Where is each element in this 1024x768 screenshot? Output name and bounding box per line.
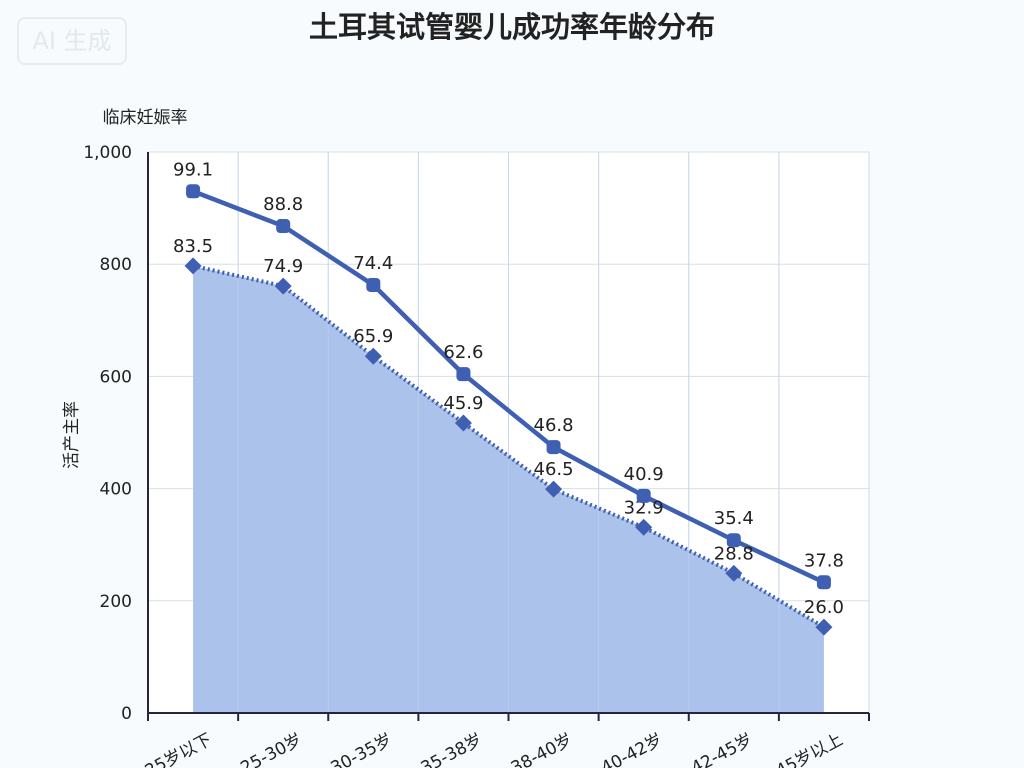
x-tick-label: 38-40岁 (508, 730, 576, 768)
series-1-data-label: 35.4 (714, 508, 754, 529)
ai-generated-watermark: AI 生成 (17, 17, 127, 65)
series-2-marker (815, 618, 833, 636)
x-tick-label: 45岁以上 (773, 730, 847, 768)
y-tick-label: 600 (100, 367, 132, 387)
series-2-marker (274, 277, 292, 295)
series-2-marker (545, 480, 563, 498)
series-1-data-label: 99.1 (173, 159, 213, 180)
x-tick-label: 42-45岁 (688, 730, 756, 768)
y-tick-label: 400 (100, 480, 132, 500)
y-tick-label: 0 (121, 704, 132, 724)
series-1-marker (726, 533, 741, 548)
series-1-data-label: 62.6 (443, 342, 483, 363)
series-1-data-label: 40.9 (624, 464, 664, 485)
y-axis-label: 活产主率 (62, 401, 82, 469)
series-1-data-label: 46.8 (534, 415, 574, 436)
y-tick-label: 1,000 (83, 143, 132, 163)
series-2-data-label: 32.9 (624, 497, 664, 518)
series-1-data-label: 74.4 (353, 253, 393, 274)
y-axis-top-label: 临床妊娠率 (103, 108, 188, 128)
series-1-marker (816, 575, 831, 590)
series-1-marker (546, 440, 561, 455)
series-1-marker (276, 219, 291, 234)
series-2-data-label: 65.9 (353, 326, 393, 347)
x-tick-label: 25-30岁 (238, 730, 306, 768)
chart-title: 土耳其试管婴儿成功率年龄分布 (308, 10, 715, 44)
series-2-marker (364, 347, 382, 365)
series-1-marker (366, 277, 381, 292)
series-1-line (192, 189, 825, 585)
series-2-marker (635, 518, 653, 536)
series-1-marker (636, 488, 651, 503)
series-2-line (192, 263, 825, 629)
series-2-marker (725, 564, 743, 582)
series-2-marker (184, 257, 202, 275)
series-2-marker (454, 414, 472, 432)
x-tick-label: 30-35岁 (328, 730, 396, 768)
series-2-data-label: 45.9 (443, 393, 483, 414)
x-tick-label: 40-42岁 (598, 730, 666, 768)
x-tick-label: 35-38岁 (418, 730, 486, 768)
series-2-data-label: 83.5 (173, 236, 213, 257)
series-2-data-label: 26.0 (804, 597, 844, 618)
series-1-marker (186, 184, 201, 199)
series-2-data-label: 74.9 (263, 256, 303, 277)
y-tick-label: 200 (100, 592, 132, 612)
x-tick-label: 25岁以下 (142, 730, 216, 768)
series-1-data-label: 37.8 (804, 550, 844, 571)
series-2-data-label: 28.8 (714, 543, 754, 564)
y-tick-label: 800 (100, 255, 132, 275)
series-1-data-label: 88.8 (263, 194, 303, 215)
series-2-data-label: 46.5 (534, 459, 574, 480)
series-1-marker (456, 367, 471, 382)
